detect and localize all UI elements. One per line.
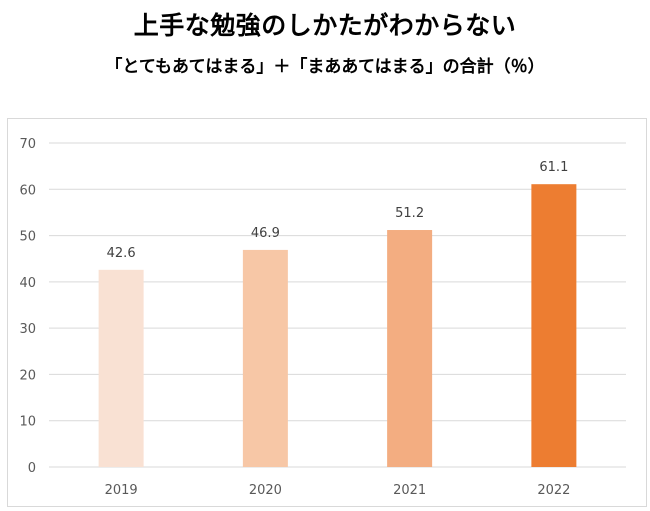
y-axis-ticks: 0 10 20 30 40 50 60 70 [19, 137, 36, 476]
bars [98, 184, 577, 468]
x-tick-label: 2022 [537, 483, 570, 498]
bar-2019 [98, 269, 144, 467]
y-tick-label: 10 [19, 415, 36, 430]
y-tick-label: 60 [19, 183, 36, 198]
y-tick-label: 0 [28, 461, 36, 476]
y-tick-label: 40 [19, 276, 36, 291]
x-tick-label: 2021 [393, 483, 426, 498]
data-label: 51.2 [395, 206, 424, 221]
chart-title: 上手な勉強のしかたがわからない [133, 11, 517, 40]
gridlines [49, 142, 626, 468]
bar-2020 [242, 249, 288, 467]
y-tick-label: 20 [19, 368, 36, 383]
bar-2021 [387, 230, 433, 467]
data-label: 42.6 [107, 246, 136, 261]
data-label: 61.1 [539, 160, 568, 175]
chart-subtitle: 「とてもあてはまる」＋「まああてはまる」の合計（％） [105, 57, 545, 77]
y-tick-label: 50 [19, 230, 36, 245]
data-label: 46.9 [251, 226, 280, 241]
x-axis-ticks: 2019 2020 2021 2022 [105, 483, 571, 498]
x-tick-label: 2019 [105, 483, 138, 498]
x-tick-label: 2020 [249, 483, 282, 498]
y-tick-label: 30 [19, 322, 36, 337]
bar-2022 [531, 184, 577, 468]
y-tick-label: 70 [19, 137, 36, 152]
data-labels: 42.6 46.9 51.2 61.1 [107, 160, 569, 261]
